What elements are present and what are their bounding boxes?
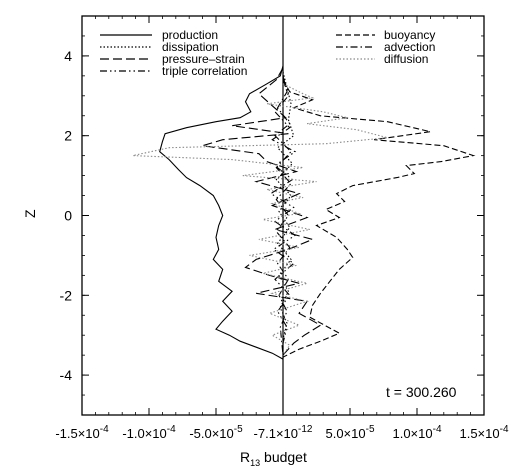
x-tick-mantissa: 1.5×10 — [459, 426, 499, 441]
x-tick-label: 1.5×10-4 — [459, 424, 508, 441]
x-axis-label-rest: budget — [260, 449, 307, 465]
x-tick-mantissa: -1.0×10 — [122, 426, 166, 441]
x-tick-label: 5.0×10-5 — [325, 424, 374, 441]
x-tick-mantissa: -5.0×10 — [189, 426, 233, 441]
x-tick-exponent: -12 — [298, 424, 313, 435]
x-tick-label: -1.0×10-4 — [122, 424, 176, 441]
legend-label: pressure–strain — [162, 52, 245, 66]
y-tick-label: 4 — [64, 48, 72, 64]
x-axis-label-sub: 13 — [250, 458, 260, 468]
x-axis-label-main: R — [240, 449, 250, 465]
series-line-buoyancy — [282, 79, 476, 358]
legend-label: advection — [384, 40, 435, 54]
x-tick-exponent: -4 — [500, 424, 509, 435]
x-axis-label: R13 budget — [240, 449, 307, 468]
legend: productiondissipationpressure–straintrip… — [100, 28, 435, 78]
y-tick-label: -4 — [60, 367, 73, 383]
legend-label: production — [162, 28, 218, 42]
x-tick-label: 1.0×10-4 — [392, 424, 441, 441]
series-line-production — [159, 65, 284, 360]
x-tick-mantissa: -1.5×10 — [55, 426, 99, 441]
plot-area — [81, 15, 485, 416]
x-tick-exponent: -5 — [366, 424, 375, 435]
series-layer — [132, 65, 476, 360]
y-tick-label: 0 — [64, 208, 72, 224]
legend-label: dissipation — [162, 40, 219, 54]
legend-label: triple correlation — [162, 64, 247, 78]
x-tick-mantissa: 1.0×10 — [392, 426, 432, 441]
x-tick-mantissa: 5.0×10 — [325, 426, 365, 441]
x-tick-label: -7.1×10-12 — [254, 424, 313, 441]
x-tick-exponent: -4 — [100, 424, 109, 435]
series-line-pressure-strain — [202, 67, 322, 356]
legend-label: diffusion — [384, 52, 428, 66]
series-line-triple-correlation — [269, 79, 297, 356]
y-axis-label: Z — [22, 209, 38, 218]
y-tick-label: -2 — [60, 287, 73, 303]
legend-label: buoyancy — [384, 28, 435, 42]
series-line-diffusion — [132, 83, 388, 356]
time-annotation: t = 300.260 — [386, 384, 457, 400]
series-line-dissipation — [275, 71, 295, 360]
x-tick-label: -5.0×10-5 — [189, 424, 243, 441]
axis-ticks: -1.5×10-4 -1.0×10-4 -5.0×10-5 -7.1×10-12 5.0… — [55, 15, 509, 441]
x-tick-exponent: -5 — [234, 424, 243, 435]
x-tick-exponent: -4 — [433, 424, 442, 435]
x-tick-exponent: -4 — [167, 424, 176, 435]
x-tick-mantissa: -7.1×10 — [254, 426, 298, 441]
y-tick-label: 2 — [64, 128, 72, 144]
x-tick-label: -1.5×10-4 — [55, 424, 109, 441]
